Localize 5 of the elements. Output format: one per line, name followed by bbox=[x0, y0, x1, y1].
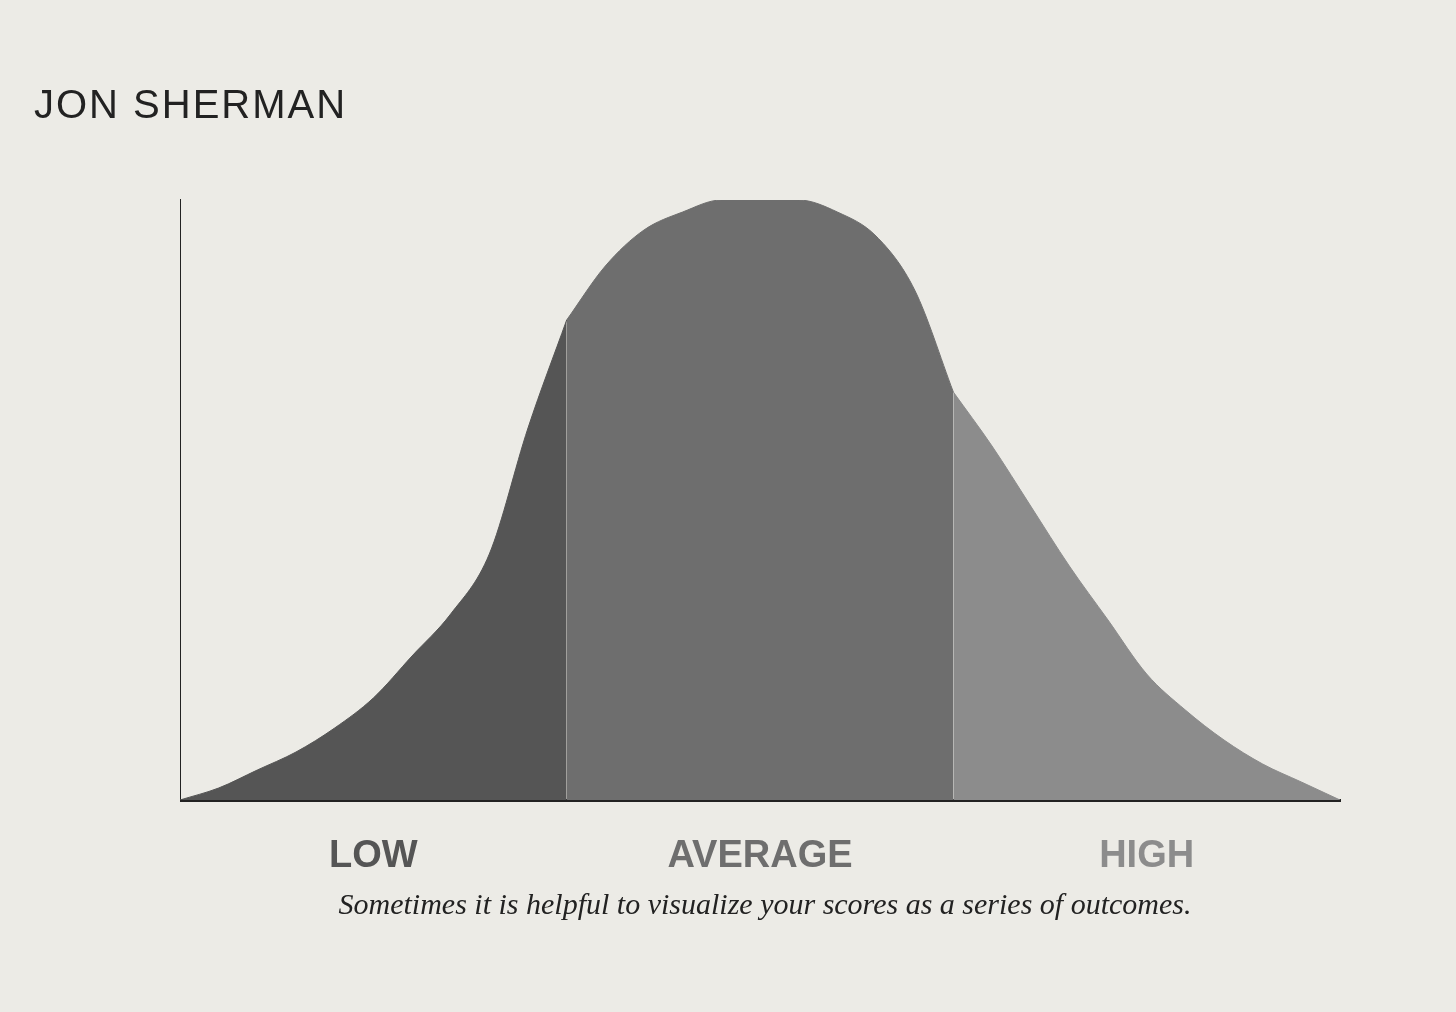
series-label: HIGH bbox=[1099, 833, 1195, 876]
text: Sometimes it is helpful to visualize your scores as a series of outcomes. bbox=[337, 886, 1193, 922]
series-label: AVERAGE bbox=[667, 833, 853, 876]
series-label: LOW bbox=[329, 833, 418, 876]
text: JON SHERMAN bbox=[34, 82, 348, 127]
